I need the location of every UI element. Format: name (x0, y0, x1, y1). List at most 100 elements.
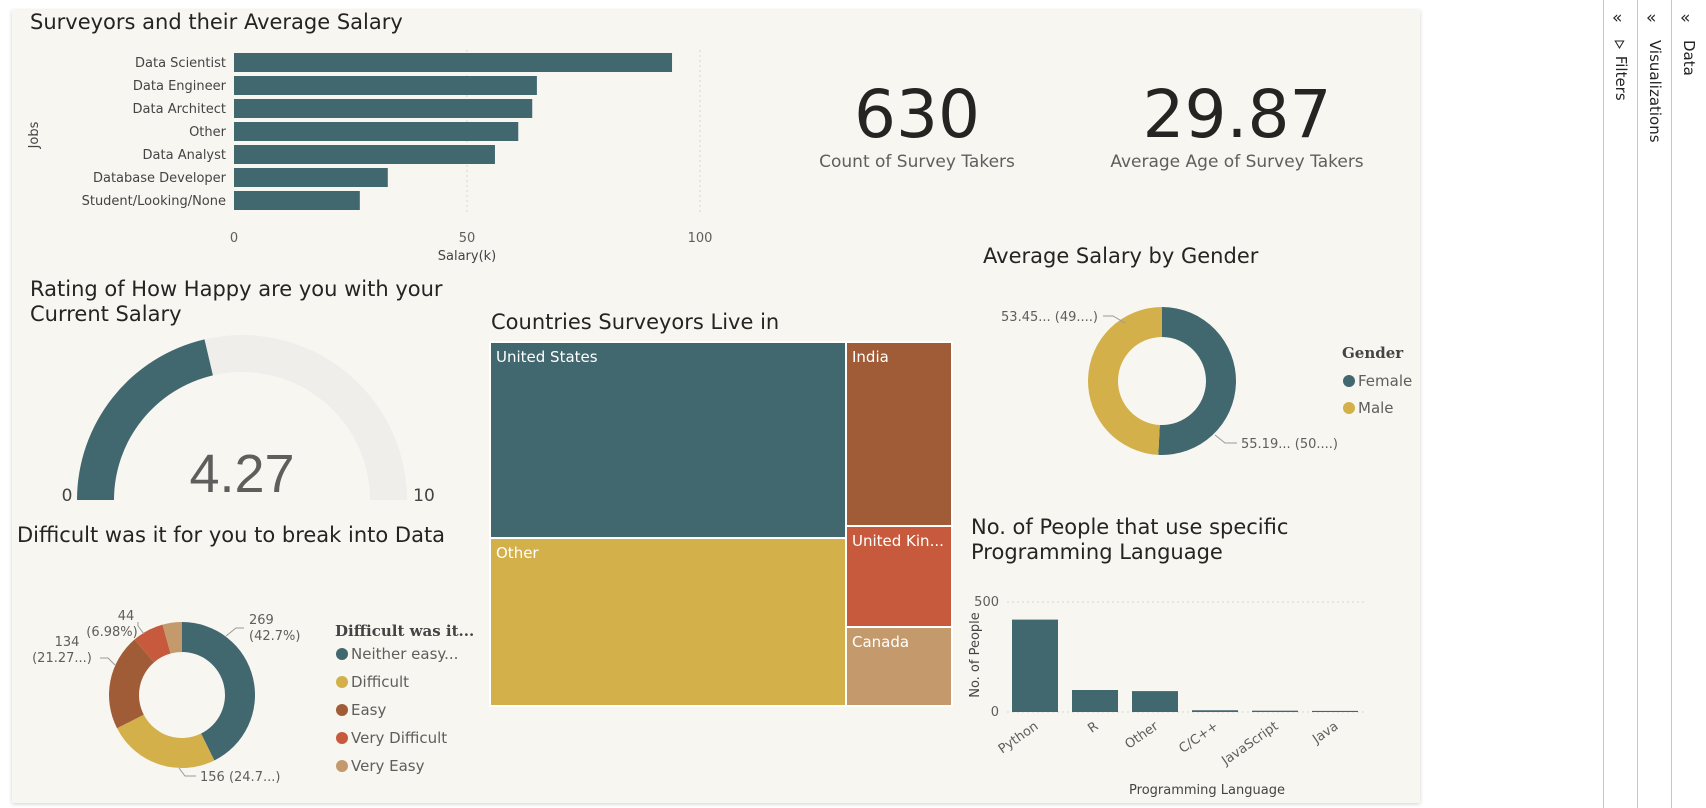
visualizations-pane[interactable]: « Visualizations (1637, 0, 1671, 808)
gauge-max-label: 10 (413, 486, 435, 506)
difficulty-data-label: 269 (249, 613, 274, 628)
chevron-left-icon[interactable]: « (1646, 8, 1657, 28)
gender-legend-item: Female (1358, 372, 1412, 390)
difficulty-data-label: 156 (24.7...) (200, 770, 280, 785)
treemap-tile-label: United Kin... (852, 532, 944, 550)
salary-bar (234, 76, 537, 95)
gauge-title: Rating of How Happy are you with your Cu… (30, 277, 443, 326)
language-label: Java (1309, 719, 1341, 748)
treemap-tile-label: Other (496, 544, 539, 562)
language-label: R (1085, 719, 1101, 736)
report-page: Surveyors and their Average Salary Data … (12, 10, 1420, 803)
treemap-tile (489, 341, 847, 539)
treemap-tile-label: United States (496, 348, 598, 366)
salary-bar (234, 99, 533, 118)
job-label: Data Scientist (135, 56, 226, 71)
salary-bar (234, 122, 519, 141)
legend-swatch (336, 704, 348, 716)
gender-data-label: 53.45... (49....) (1001, 310, 1098, 325)
salary-chart-plot: Data Scientist Data Engineer Data Architec… (27, 50, 713, 264)
x-tick-label: 50 (459, 231, 476, 246)
gender-slice (1088, 307, 1162, 455)
happiness-gauge[interactable]: Rating of How Happy are you with your Cu… (12, 265, 452, 510)
gender-chart-plot: 55.19... (50....) 53.45... (49....) Gender… (1001, 307, 1412, 455)
legend-swatch (336, 648, 348, 660)
treemap-tile (845, 341, 953, 527)
gender-slice (1158, 307, 1236, 455)
chevron-left-icon[interactable]: « (1680, 8, 1691, 28)
y-axis-title: No. of People (968, 612, 983, 698)
difficulty-slice (109, 639, 155, 729)
salary-bar (234, 168, 388, 187)
filters-pane[interactable]: « ⛛ Filters (1603, 0, 1637, 808)
leader-line (137, 622, 145, 635)
difficulty-data-label: 44 (118, 609, 135, 624)
job-label: Data Engineer (133, 79, 227, 94)
difficulty-legend-item: Difficult (351, 673, 409, 691)
difficulty-slice (182, 622, 255, 761)
gauge-plot: 4.27 0 10 (62, 335, 435, 506)
job-label: Data Analyst (143, 148, 226, 163)
treemap-plot: United States Other India United Kin... Cana… (489, 341, 953, 707)
salary-chart-title: Surveyors and their Average Salary (30, 10, 403, 34)
difficulty-slice (162, 622, 182, 654)
age-card-value: 29.87 (1142, 76, 1332, 153)
data-pane-label: Data (1680, 40, 1698, 76)
language-bar (1192, 710, 1238, 712)
treemap-title: Countries Surveyors Live in (491, 310, 780, 334)
age-card[interactable]: 29.87 Average Age of Survey Takers (1082, 80, 1392, 200)
gauge-min-label: 0 (62, 486, 73, 506)
job-label: Student/Looking/None (82, 194, 226, 209)
language-bar (1252, 710, 1298, 712)
leader-line (1214, 434, 1237, 444)
gender-donut-chart[interactable]: Average Salary by Gender 55.19... (50...… (967, 240, 1417, 480)
language-bar (1072, 690, 1118, 712)
gender-chart-title: Average Salary by Gender (983, 244, 1259, 268)
difficulty-legend-item: Very Easy (351, 757, 425, 775)
count-card-value: 630 (854, 76, 980, 153)
legend-swatch (1343, 375, 1355, 387)
y-tick-label: 500 (974, 595, 999, 610)
language-chart-title: No. of People that use specific Programm… (971, 515, 1289, 564)
x-axis-title: Salary(k) (438, 249, 497, 264)
data-pane[interactable]: « Data (1671, 0, 1706, 808)
difficulty-chart-title: Difficult was it for you to break into D… (17, 523, 446, 547)
visualizations-pane-label: Visualizations (1646, 40, 1664, 143)
difficulty-slice (117, 714, 215, 768)
difficulty-data-label: (6.98%) (86, 625, 137, 640)
treemap-tile-label: India (852, 348, 889, 366)
difficulty-data-label: (21.27...) (32, 651, 92, 666)
language-label: JavaScript (1218, 719, 1281, 769)
filters-pane-label: ⛛ Filters (1612, 37, 1630, 101)
count-card[interactable]: 630 Count of Survey Takers (802, 80, 1032, 200)
difficulty-data-label: (42.7%) (249, 629, 300, 644)
gauge-value: 4.27 (189, 444, 294, 504)
leader-line (178, 767, 196, 777)
x-tick-label: 0 (230, 231, 238, 246)
report-canvas: Surveyors and their Average Salary Data … (12, 10, 1420, 803)
difficulty-legend-item: Very Difficult (351, 729, 447, 747)
language-chart-plot: 0 500 Python R Other C/C++JavaScript Java Progr… (968, 595, 1367, 798)
difficulty-data-label: 134 (55, 635, 80, 650)
legend-swatch (336, 760, 348, 772)
treemap-tile (845, 626, 953, 707)
gauge-fill (77, 339, 213, 500)
countries-treemap[interactable]: Countries Surveyors Live in United State… (477, 300, 957, 710)
language-bar-chart[interactable]: No. of People that use specific Programm… (957, 505, 1417, 800)
difficulty-donut-chart[interactable]: Difficult was it for you to break into D… (12, 510, 477, 800)
difficulty-legend-title: Difficult was it... (335, 622, 474, 640)
legend-swatch (1343, 402, 1355, 414)
language-bar (1312, 710, 1358, 712)
x-tick-label: 100 (688, 231, 713, 246)
job-label: Database Developer (93, 171, 227, 186)
age-card-label: Average Age of Survey Takers (1110, 152, 1364, 172)
gender-data-label: 55.19... (50....) (1241, 437, 1338, 452)
treemap-tile-label: Canada (852, 633, 909, 651)
difficulty-legend-item: Easy (351, 701, 386, 719)
chevron-left-icon[interactable]: « (1612, 8, 1623, 28)
job-label: Other (189, 125, 227, 140)
salary-bar-chart[interactable]: Surveyors and their Average Salary Data … (12, 10, 752, 265)
legend-swatch (336, 732, 348, 744)
gender-legend-title: Gender (1342, 344, 1404, 362)
leader-line (1103, 315, 1126, 324)
